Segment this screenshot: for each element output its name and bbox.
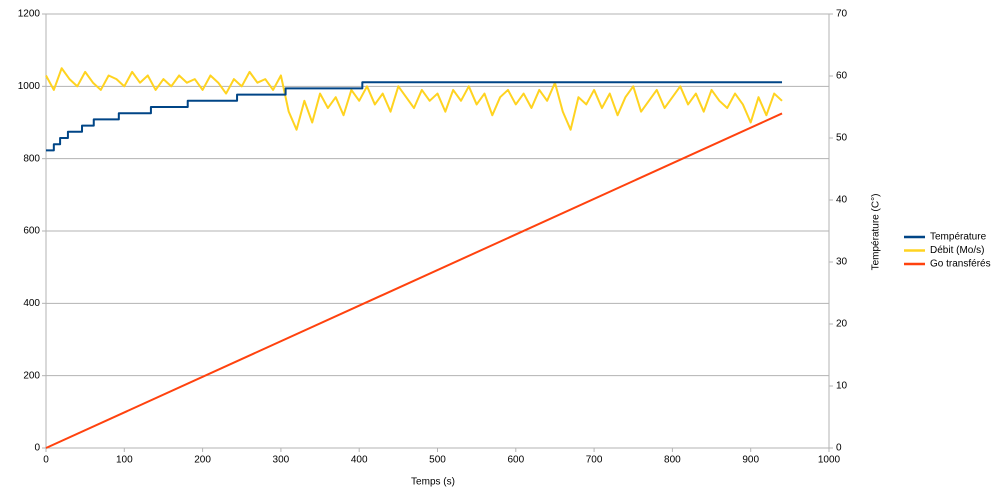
y2-tick-label: 0 bbox=[836, 443, 842, 454]
y2-tick-label: 20 bbox=[836, 319, 848, 330]
x-axis-title: Temps (s) bbox=[411, 477, 455, 488]
x-tick-label: 700 bbox=[586, 455, 603, 466]
y-tick-label: 0 bbox=[34, 443, 40, 454]
x-tick-label: 300 bbox=[273, 455, 290, 466]
x-tick-label: 600 bbox=[507, 455, 524, 466]
y-tick-label: 1000 bbox=[18, 81, 41, 92]
series-line bbox=[45, 112, 783, 449]
x-tick-label: 900 bbox=[742, 455, 759, 466]
series-line bbox=[45, 67, 783, 131]
y-tick-label: 800 bbox=[23, 153, 40, 164]
y2-tick-label: 50 bbox=[836, 133, 848, 144]
y2-tick-label: 40 bbox=[836, 195, 848, 206]
x-tick-label: 100 bbox=[116, 455, 133, 466]
x-tick-label: 0 bbox=[43, 455, 49, 466]
y-tick-label: 200 bbox=[23, 370, 40, 381]
y-tick-label: 1200 bbox=[18, 9, 41, 20]
x-tick-label: 400 bbox=[351, 455, 368, 466]
series-line bbox=[46, 81, 783, 152]
y2-tick-label: 10 bbox=[836, 381, 848, 392]
y-tick-label: 400 bbox=[23, 298, 40, 309]
x-tick-label: 1000 bbox=[818, 455, 841, 466]
legend-label: Débit (Mo/s) bbox=[930, 245, 984, 256]
y2-tick-label: 30 bbox=[836, 257, 848, 268]
y2-axis-title: Température (C°) bbox=[871, 194, 882, 271]
x-tick-label: 200 bbox=[194, 455, 211, 466]
y-tick-label: 600 bbox=[23, 226, 40, 237]
x-tick-label: 500 bbox=[429, 455, 446, 466]
x-tick-label: 800 bbox=[664, 455, 681, 466]
legend-label: Go transférés bbox=[930, 259, 991, 270]
y2-tick-label: 60 bbox=[836, 71, 848, 82]
legend-label: Température bbox=[930, 232, 987, 243]
y2-tick-label: 70 bbox=[836, 9, 848, 20]
